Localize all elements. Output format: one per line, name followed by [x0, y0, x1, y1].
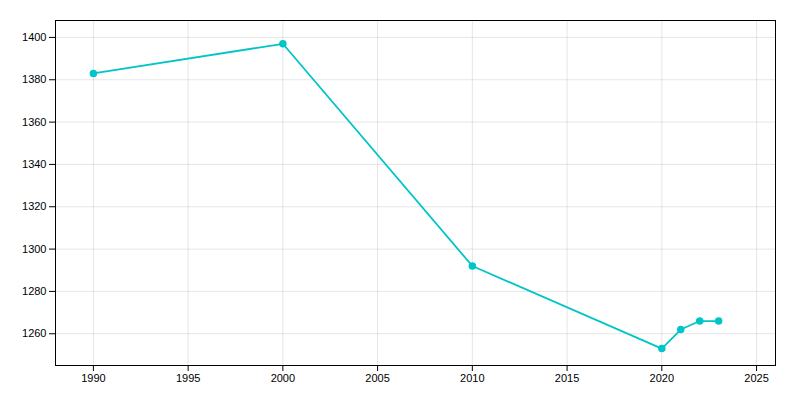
svg-text:1995: 1995	[176, 372, 200, 384]
svg-text:2020: 2020	[650, 372, 674, 384]
svg-text:1300: 1300	[22, 243, 46, 255]
svg-text:1320: 1320	[22, 200, 46, 212]
svg-text:1400: 1400	[22, 31, 46, 43]
svg-text:1360: 1360	[22, 116, 46, 128]
svg-text:2010: 2010	[460, 372, 484, 384]
svg-text:2000: 2000	[271, 372, 295, 384]
svg-text:1380: 1380	[22, 73, 46, 85]
svg-text:2015: 2015	[555, 372, 579, 384]
svg-text:1260: 1260	[22, 327, 46, 339]
svg-text:1340: 1340	[22, 158, 46, 170]
svg-text:2005: 2005	[365, 372, 389, 384]
svg-text:1280: 1280	[22, 285, 46, 297]
svg-text:1990: 1990	[81, 372, 105, 384]
svg-text:2025: 2025	[744, 372, 768, 384]
